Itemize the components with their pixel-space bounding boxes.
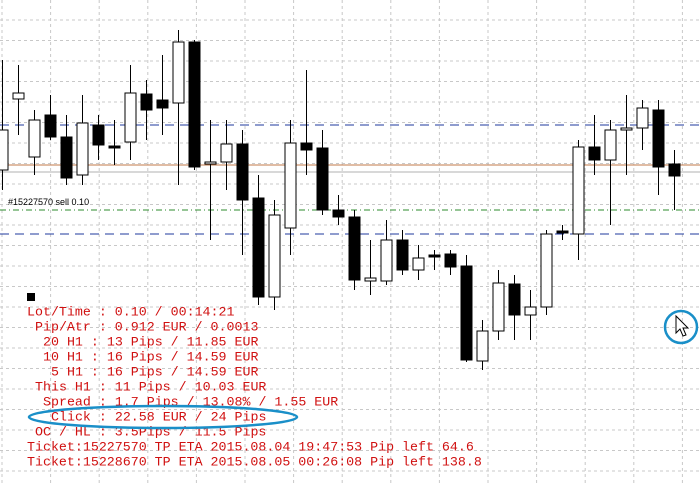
candle-body <box>92 124 105 146</box>
candle-body <box>604 129 617 161</box>
candle-body <box>124 92 137 143</box>
info-line: 20 H1 : 13 Pips / 11.85 EUR <box>43 335 258 350</box>
candle-body <box>76 122 89 176</box>
candle-body <box>220 143 233 163</box>
info-line: 10 H1 : 16 Pips / 14.59 EUR <box>43 350 258 365</box>
info-line: This H1 : 11 Pips / 10.03 EUR <box>35 380 266 395</box>
candle-body <box>412 257 425 271</box>
candle-body <box>476 330 489 362</box>
info-line: Click : 22.58 EUR / 24 Pips <box>51 410 266 425</box>
candle-body <box>332 209 345 218</box>
candle-body <box>300 142 313 151</box>
info-line: 5 H1 : 16 Pips / 14.59 EUR <box>51 365 258 380</box>
info-line: Ticket:15227570 TP ETA 2015.08.04 19:47:… <box>27 440 474 455</box>
candle-body <box>620 127 633 131</box>
candle-body <box>428 254 441 258</box>
order-label: #15227570 sell 0.10 <box>8 197 89 207</box>
candle-body <box>524 306 537 316</box>
candle-body <box>460 265 473 361</box>
info-line: Ticket:15228670 TP ETA 2015.08.05 00:26:… <box>27 455 482 470</box>
candle-body <box>396 239 409 271</box>
candles <box>0 30 681 370</box>
candle-body <box>140 93 153 111</box>
info-line: Pip/Atr : 0.912 EUR / 0.0013 <box>35 320 258 335</box>
candle-body <box>316 147 329 211</box>
mouse-cursor <box>675 314 690 337</box>
candle-body <box>12 92 25 100</box>
candle-body <box>588 146 601 161</box>
candle-body <box>508 283 521 316</box>
candle-body <box>252 197 265 298</box>
candle-body <box>108 145 121 149</box>
candle-body <box>284 142 297 229</box>
candle-body <box>156 99 169 109</box>
candle-body <box>556 230 569 234</box>
candle-body <box>668 163 681 177</box>
candle-body <box>572 146 585 235</box>
candle-body <box>652 109 665 168</box>
candle-body <box>364 277 377 282</box>
candle-body <box>204 161 217 165</box>
highlight-circle <box>663 309 699 345</box>
candle-body <box>172 41 185 104</box>
candle-body <box>636 107 649 129</box>
marker <box>27 293 35 301</box>
candle-body <box>0 129 9 171</box>
candle-body <box>60 136 73 179</box>
candle-body <box>44 114 57 138</box>
candle-body <box>28 119 41 158</box>
candle-body <box>444 253 457 268</box>
candle-body <box>540 233 553 308</box>
info-line: Lot/Time : 0.10 / 00:14:21 <box>27 305 234 320</box>
candle-body <box>236 143 249 201</box>
candle-body <box>492 282 505 332</box>
candle-body <box>188 41 201 168</box>
candle-body <box>380 239 393 282</box>
candle-body <box>348 216 361 281</box>
candle-body <box>268 214 281 298</box>
highlight-ellipse <box>27 404 299 430</box>
